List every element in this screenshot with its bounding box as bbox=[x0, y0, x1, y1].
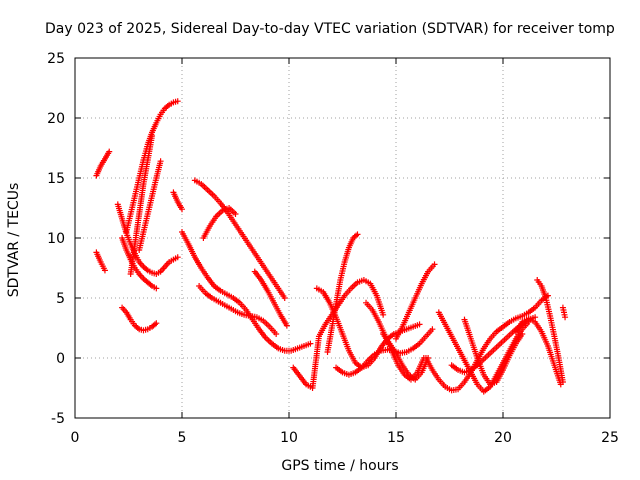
track-arc-13 bbox=[200, 205, 239, 241]
data-point-marker bbox=[179, 206, 185, 213]
data-point-marker bbox=[153, 320, 160, 327]
y-tick-label: -5 bbox=[51, 411, 65, 427]
x-tick-label: 0 bbox=[71, 430, 80, 446]
y-tick-label: 10 bbox=[47, 231, 65, 247]
track-arc-27 bbox=[512, 315, 564, 388]
data-point-marker bbox=[307, 340, 314, 347]
track-arc-14 bbox=[251, 268, 290, 329]
track-arc-20 bbox=[380, 331, 432, 383]
grid bbox=[75, 58, 610, 418]
track-arc-17 bbox=[324, 231, 361, 355]
x-tick-label: 25 bbox=[601, 430, 619, 446]
data-point-marker bbox=[416, 321, 423, 328]
track-arc-15 bbox=[290, 277, 387, 391]
data-point-marker bbox=[149, 133, 156, 139]
data-point-marker bbox=[232, 211, 239, 217]
axis-ticks: 0 5 10 15 20 25 -5 0 5 10 15 20 25 bbox=[47, 51, 619, 446]
data-points bbox=[93, 98, 569, 395]
data-point-marker bbox=[174, 98, 181, 105]
data-point-marker bbox=[101, 267, 108, 274]
x-axis-label: GPS time / hours bbox=[281, 458, 398, 474]
y-tick-label: 5 bbox=[56, 291, 65, 307]
track-arc-08 bbox=[136, 158, 164, 253]
y-axis-label: SDTVAR / TECUs bbox=[6, 183, 22, 298]
data-point-marker bbox=[174, 254, 181, 261]
track-arc-07 bbox=[127, 133, 156, 277]
track-arc-02 bbox=[93, 249, 108, 274]
data-point-marker bbox=[281, 295, 288, 301]
y-tick-label: 25 bbox=[47, 51, 65, 67]
data-point-marker bbox=[519, 331, 526, 337]
track-arc-25 bbox=[461, 316, 526, 388]
data-point-marker bbox=[354, 231, 361, 238]
data-point-marker bbox=[157, 158, 164, 165]
track-arc-09 bbox=[170, 189, 185, 213]
x-tick-label: 20 bbox=[494, 430, 512, 446]
x-tick-label: 5 bbox=[178, 430, 187, 446]
track-arc-12 bbox=[196, 283, 280, 337]
data-point-marker bbox=[431, 261, 438, 268]
track-arc-11 bbox=[191, 177, 288, 301]
track-arc-01 bbox=[93, 148, 113, 179]
data-point-marker bbox=[106, 148, 113, 155]
y-tick-label: 15 bbox=[47, 171, 65, 187]
track-arc-21 bbox=[393, 261, 438, 342]
data-point-marker bbox=[153, 285, 160, 292]
data-point-marker bbox=[380, 311, 387, 318]
chart-title: Day 023 of 2025, Sidereal Day-to-day VTE… bbox=[45, 21, 615, 37]
track-arc-04 bbox=[119, 304, 160, 334]
y-tick-label: 20 bbox=[47, 111, 65, 127]
track-arc-05 bbox=[123, 98, 181, 235]
x-tick-label: 10 bbox=[280, 430, 298, 446]
x-tick-label: 15 bbox=[387, 430, 405, 446]
data-point-marker bbox=[283, 322, 290, 329]
data-point-marker bbox=[562, 314, 569, 321]
track-arc-18 bbox=[333, 326, 436, 378]
track-arc-19 bbox=[363, 299, 427, 383]
track-arc-28 bbox=[559, 304, 569, 321]
data-point-marker bbox=[557, 381, 564, 388]
track-arc-10 bbox=[179, 229, 314, 354]
y-tick-label: 0 bbox=[56, 351, 65, 367]
data-point-marker bbox=[273, 331, 280, 337]
data-point-marker bbox=[429, 326, 436, 333]
